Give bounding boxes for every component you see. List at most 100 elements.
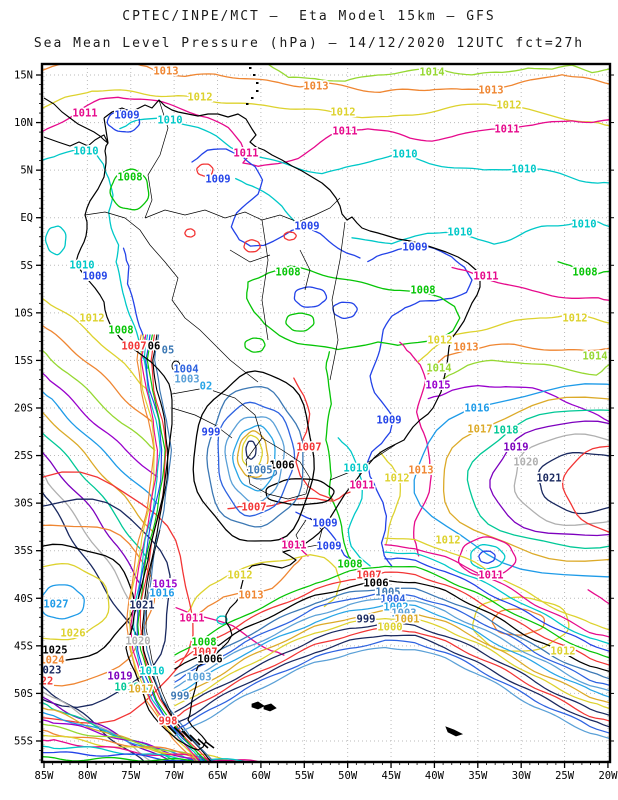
isobar-label: 1012: [562, 313, 587, 325]
isobar-label: 1006: [363, 578, 388, 590]
isobar-label: 1005: [247, 465, 272, 477]
isobar-label: 1019: [503, 442, 528, 454]
lon-tick-label: 70W: [165, 770, 185, 782]
isobar-label: 1008: [275, 267, 300, 279]
isobar-label: 1008: [410, 285, 435, 297]
isobar-label: 1012: [187, 92, 212, 104]
isobar-label: 023: [43, 665, 62, 677]
isobar-label: 1011: [179, 613, 204, 625]
isobar-label: 1011: [473, 271, 498, 283]
isobar-label: 1011: [349, 480, 374, 492]
isobar-label: 1021: [129, 600, 154, 612]
isobar-label: 1013: [153, 66, 178, 78]
isobar-label: 1014: [419, 67, 444, 79]
isobar-label: 1018: [114, 682, 139, 694]
lat-tick-label: EQ: [20, 212, 33, 224]
isobar-label: 1025: [42, 645, 67, 657]
lat-tick-label: 15S: [14, 355, 33, 367]
isobar-label: 1008: [337, 559, 362, 571]
isobar-label: 1014: [426, 363, 451, 375]
isobar-label: 1007: [296, 442, 321, 454]
isobar-label: 1014: [582, 351, 607, 363]
isobar-label: 1006: [269, 460, 294, 472]
isobar-label: 1012: [550, 646, 575, 658]
lat-tick-label: 40S: [14, 593, 33, 605]
lon-tick-label: 55W: [295, 770, 315, 782]
isobar-label: 1001: [394, 614, 419, 626]
isobar-label: 999: [171, 691, 190, 703]
lon-tick-label: 30W: [512, 770, 532, 782]
isobar-label: 1010: [511, 164, 536, 176]
isobar-label: 1012: [427, 335, 452, 347]
isobar-label: 1016: [149, 588, 174, 600]
isobar-label: 22: [41, 676, 54, 688]
lat-axis-labels: 15N 10N 5N EQ 5S 10S 15S 20S 25S 30S 35S 40S 45S 50S 5…: [14, 70, 33, 748]
lon-tick-label: 85W: [35, 770, 55, 782]
lon-tick-label: 60W: [251, 770, 271, 782]
isobar-label: 1010: [447, 227, 472, 239]
isobar-label: 1013: [408, 465, 433, 477]
isobar-label: 1010: [69, 260, 94, 272]
isobar-label: 1016: [464, 403, 489, 415]
isobar-label: 1009: [312, 518, 337, 530]
isobar-label: 1012: [79, 313, 104, 325]
south-america-coastline: [75, 99, 481, 751]
isobar-label: 1010: [392, 149, 417, 161]
isobar-label: 1013: [303, 81, 328, 93]
isobar-label: 1008: [117, 172, 142, 184]
lat-tick-label: 10N: [14, 117, 33, 129]
chart-title: CPTEC/INPE/MCT – Eta Model 15km – GFS: [122, 9, 496, 24]
lon-tick-label: 75W: [121, 770, 141, 782]
isobar-label: 1013: [453, 342, 478, 354]
isobar-label: 1010: [73, 146, 98, 158]
isobar-label: 1007: [192, 647, 217, 659]
lat-tick-label: 55S: [14, 735, 33, 747]
isobar-label: 1011: [233, 148, 258, 160]
isobar-label: 1010: [139, 666, 164, 678]
isobar-label: 1003: [391, 608, 416, 620]
isobar-label: 1015: [152, 579, 177, 591]
isobar-label: 1017: [128, 684, 153, 696]
isobar-label: 1010: [571, 219, 596, 231]
lat-tick-label: 50S: [14, 688, 33, 700]
isobar-label: 1002: [383, 602, 408, 614]
isobar-label: 1012: [330, 107, 355, 119]
isobar-label: 1003: [186, 672, 211, 684]
isobar-label: 02: [200, 381, 213, 393]
isobar-label: 1019: [107, 671, 132, 683]
isobar-label: 1009: [82, 271, 107, 283]
isobar-label: 1011: [332, 126, 357, 138]
isobar-label: 1000: [377, 622, 402, 634]
lon-tick-label: 25W: [555, 770, 575, 782]
isobar-label: 1009: [316, 541, 341, 553]
isobar-label: 999: [357, 614, 376, 626]
isobar-label: 1007: [241, 502, 266, 514]
isobar-label: 1027: [43, 599, 68, 611]
isobar-label: 1008: [191, 637, 216, 649]
central-america-coastline: [43, 97, 109, 144]
isobar-label: 1011: [72, 108, 97, 120]
isobar-label: 1015: [425, 380, 450, 392]
lon-tick-label: 35W: [468, 770, 488, 782]
isobar-label: 999: [202, 427, 221, 439]
isobar-label: 1012: [227, 570, 252, 582]
axis-ticks: [36, 74, 614, 768]
isobar-label: 1009: [205, 174, 230, 186]
isobar-label: 1009: [294, 221, 319, 233]
isobar-label: 06: [148, 341, 161, 353]
isobar-label: 1013: [238, 590, 263, 602]
isobar-label: 1004: [173, 364, 198, 376]
lat-tick-label: 10S: [14, 307, 33, 319]
lon-axis-labels: 85W 80W 75W 70W 65W 60W 55W 50W 45W 40W 35W 30W 25W 2…: [35, 770, 618, 782]
isobar-label: 1009: [376, 415, 401, 427]
lat-tick-label: 5N: [20, 165, 33, 177]
isobar-label: 1003: [174, 374, 199, 386]
isobar-label: 1017: [467, 424, 492, 436]
isobar-label: 1008: [572, 267, 597, 279]
isobar-label: 1007: [121, 341, 146, 353]
isobar-label: 1020: [125, 636, 150, 648]
lat-tick-label: 5S: [20, 260, 33, 272]
lat-tick-label: 20S: [14, 402, 33, 414]
